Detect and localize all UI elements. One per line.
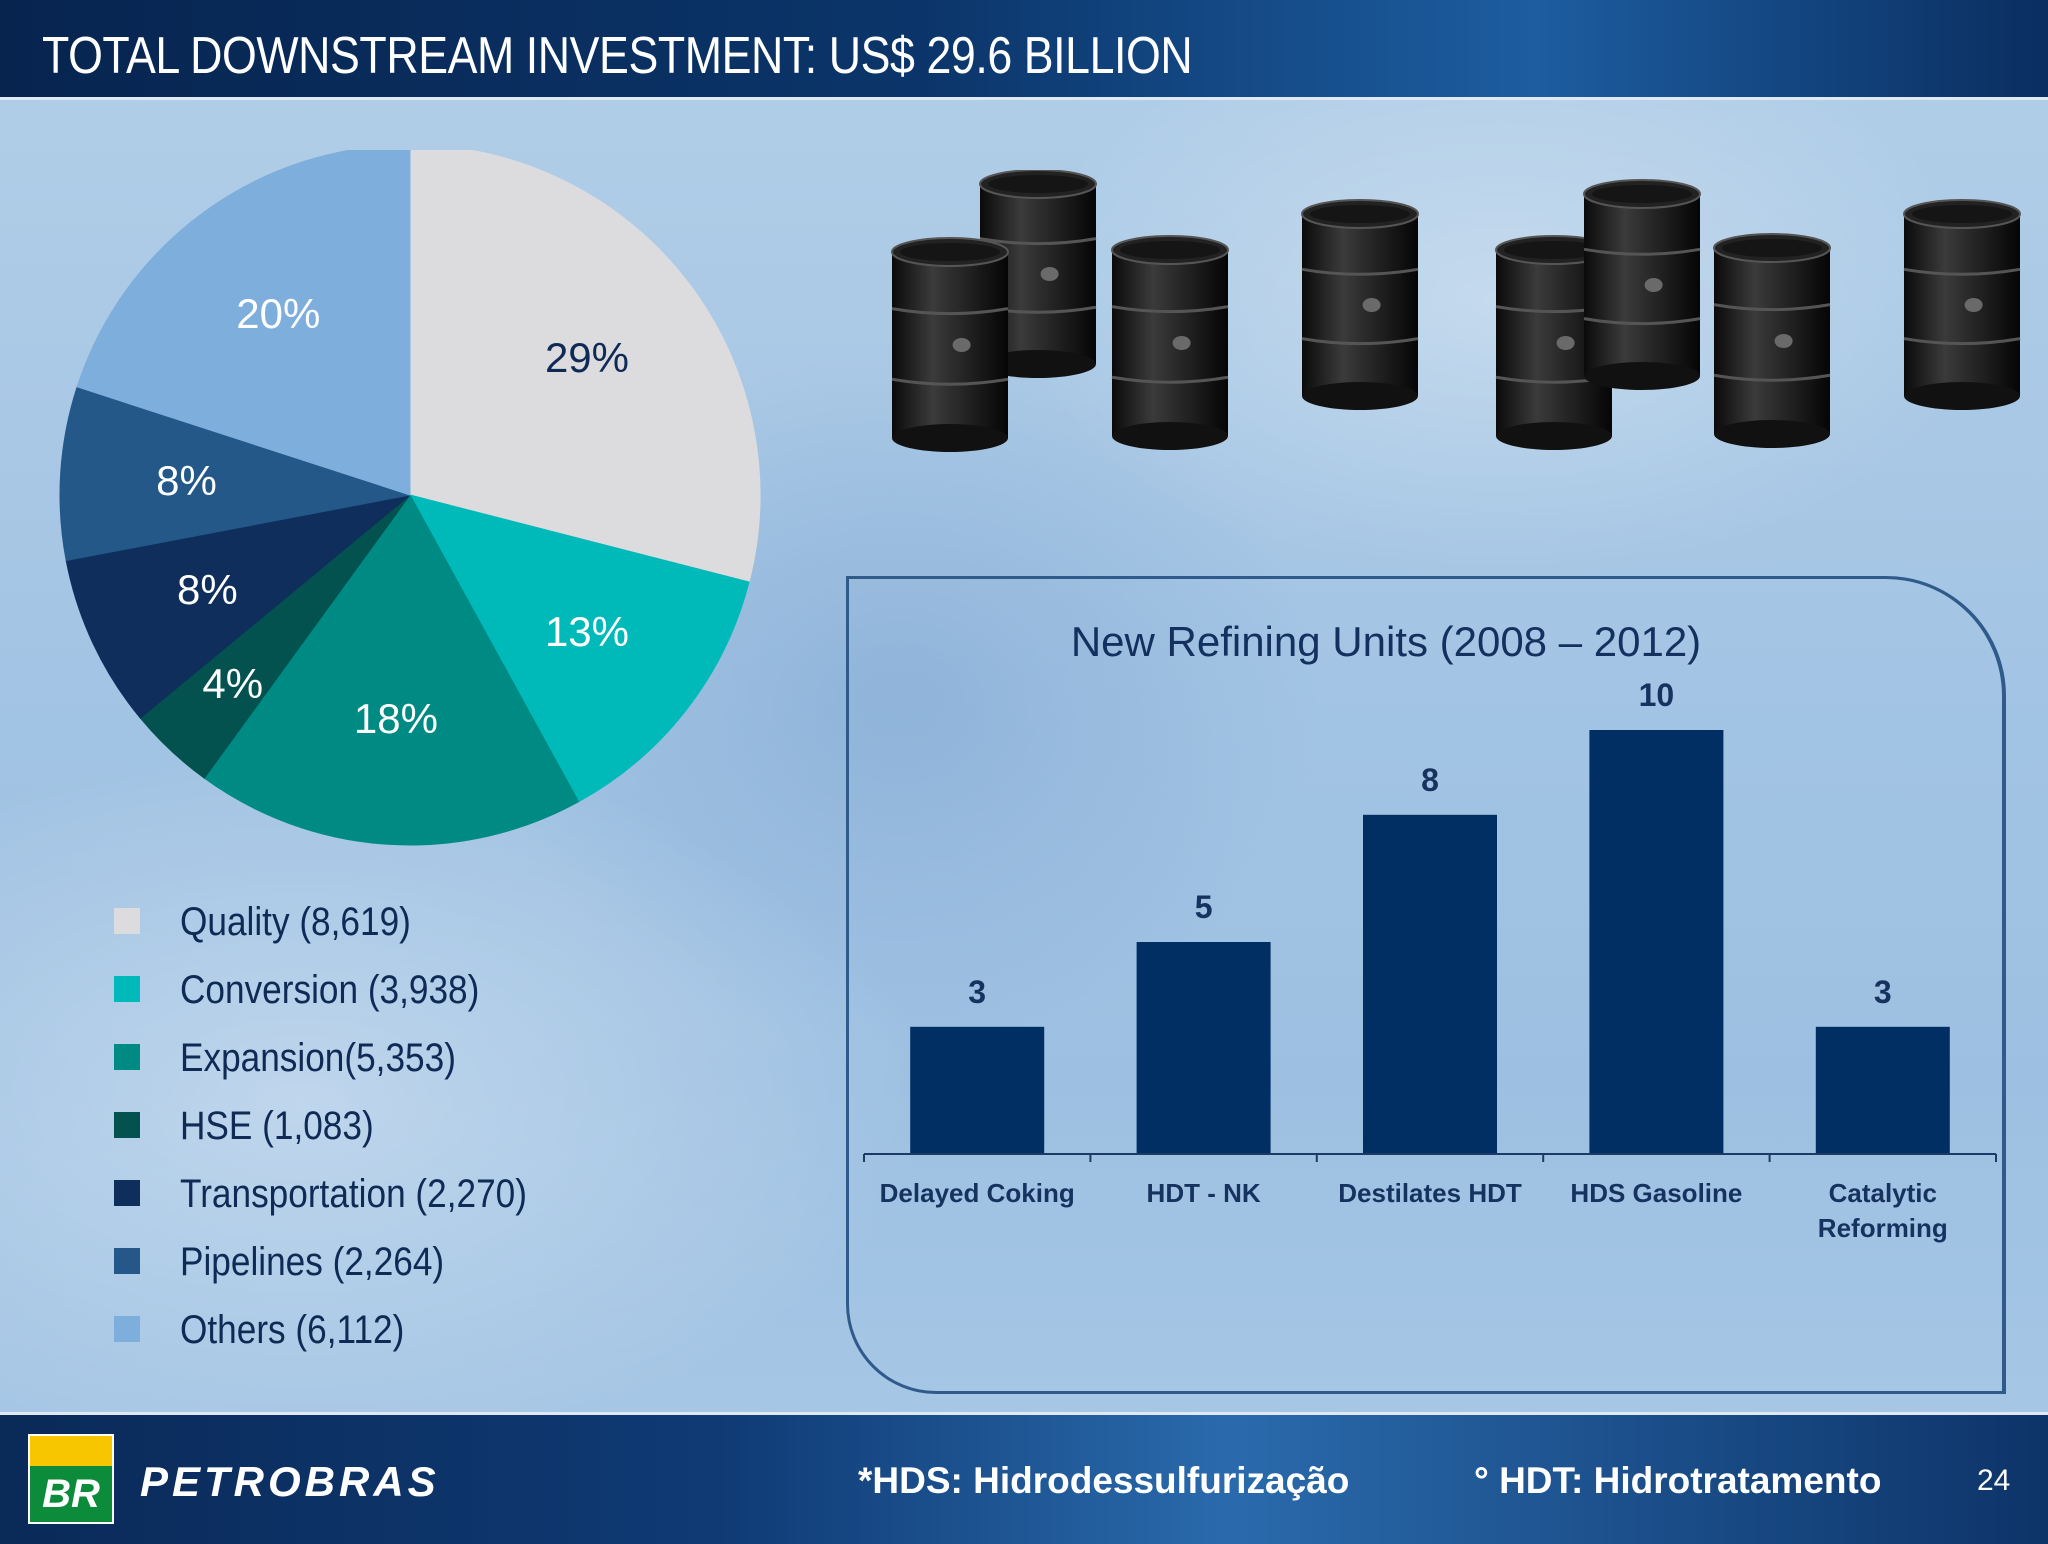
title-bar: TOTAL DOWNSTREAM INVESTMENT: US$ 29.6 BI…	[0, 0, 2048, 100]
barrel-7	[1903, 199, 2021, 410]
pie-slice-label-4: 8%	[176, 566, 238, 614]
pie-slice-label-1: 13%	[544, 608, 630, 656]
pie-slice-5	[59, 386, 411, 562]
legend-swatch-1	[114, 976, 140, 1002]
barrel-5	[1583, 179, 1701, 390]
pie-slice-label-6: 20%	[236, 289, 321, 337]
footnote-hds: *HDS: Hidrodessulfurização	[858, 1460, 1350, 1501]
refining-units-panel	[846, 576, 2006, 1394]
bar-value-label-3: 10	[1639, 677, 1675, 713]
barrel-3	[1301, 199, 1419, 410]
refining-units-bar-chart: New Refining Units (2008 – 2012) 3 Delaye…	[863, 618, 1997, 1243]
legend-swatch-4	[114, 1180, 140, 1206]
bar-3	[1589, 730, 1724, 1154]
legend-label-2: Expansion(5,353)	[180, 1036, 456, 1080]
pie-slice-label-5: 8%	[156, 456, 217, 504]
bar-chart-title: New Refining Units (2008 – 2012)	[1071, 618, 1701, 665]
bar-value-label-0: 3	[968, 974, 986, 1010]
legend-swatch-6	[114, 1316, 140, 1342]
pie-slice-4	[65, 494, 411, 719]
logo-text: BR	[42, 1472, 100, 1516]
pie-chart-svg	[59, 144, 761, 846]
bar-value-label-1: 5	[1195, 889, 1213, 925]
bar-value-label-2: 8	[1421, 762, 1439, 798]
petrobras-logo: BR	[28, 1434, 114, 1524]
pie-slice-0	[409, 144, 761, 583]
legend-swatch-2	[114, 1044, 140, 1070]
legend-label-5: Pipelines (2,264)	[180, 1240, 445, 1284]
bar-category-label-0: Delayed Coking	[880, 1178, 1075, 1208]
bar-category-label-4: Catalytic Reforming	[1818, 1178, 1948, 1243]
legend-label-6: Others (6,112)	[180, 1308, 405, 1352]
legend-swatch-3	[114, 1112, 140, 1138]
bar-category-label-2: Destilates HDT	[1338, 1178, 1522, 1208]
bar-4	[1815, 1026, 1950, 1154]
pie-slice-label-3: 4%	[202, 659, 264, 707]
pie-slice-6	[76, 144, 411, 496]
legend-label-1: Conversion (3,938)	[180, 968, 480, 1012]
bar-category-label-1: HDT - NK	[1147, 1178, 1261, 1208]
pie-slice-label-2: 18%	[353, 694, 438, 742]
footnote-hdt: ° HDT: Hidrotratamento	[1474, 1460, 1882, 1501]
legend-swatch-5	[114, 1248, 140, 1274]
pie-slice-2	[203, 494, 580, 846]
page-title: TOTAL DOWNSTREAM INVESTMENT: US$ 29.6 BI…	[42, 27, 1193, 85]
bar-1	[1136, 942, 1271, 1154]
legend-swatch-0	[114, 908, 140, 934]
investment-pie-chart: 29% 13% 18% 4% 8% 8% 20%	[50, 144, 780, 850]
barrel-2	[1111, 235, 1229, 450]
bar-category-label-3: HDS Gasoline	[1570, 1178, 1742, 1208]
pie-slice-label-0: 29%	[544, 333, 630, 381]
oil-barrels-image	[891, 170, 2021, 452]
legend-label-0: Quality (8,619)	[180, 900, 411, 944]
page-number: 24	[1977, 1464, 2011, 1497]
legend-label-3: HSE (1,083)	[180, 1104, 374, 1148]
barrel-6	[1713, 233, 1831, 448]
barrel-1	[891, 237, 1009, 452]
pie-slice-1	[409, 494, 750, 803]
brand-name: PETROBRAS	[140, 1458, 440, 1505]
bar-0	[910, 1026, 1045, 1154]
bar-2	[1363, 814, 1497, 1154]
footer-bar	[0, 1412, 2048, 1544]
bar-value-label-4: 3	[1874, 974, 1892, 1010]
legend-label-4: Transportation (2,270)	[180, 1172, 527, 1216]
